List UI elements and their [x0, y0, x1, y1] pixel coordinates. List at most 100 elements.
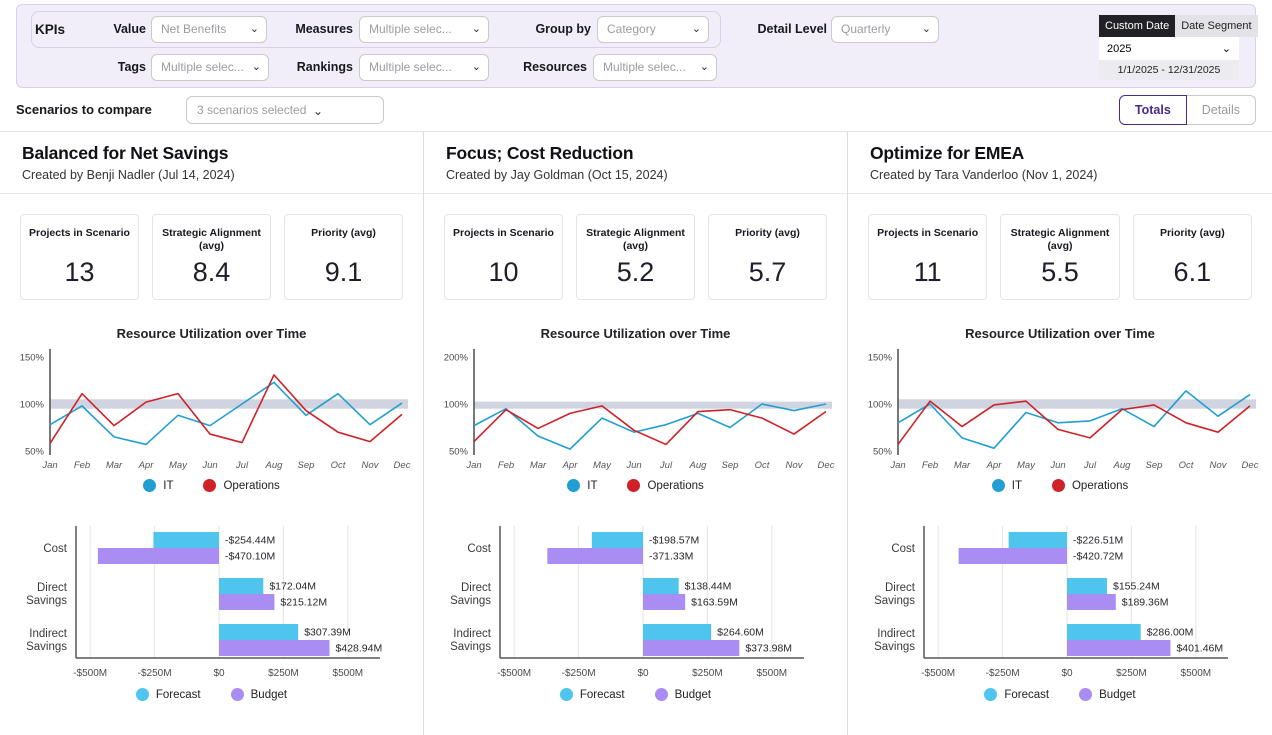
svg-text:Cost: Cost — [43, 543, 67, 555]
year-select[interactable]: 2025 ⌄ — [1099, 37, 1239, 60]
legend-label: Forecast — [579, 688, 625, 701]
line-chart-legend: IT Operations — [848, 479, 1272, 492]
line-chart-block: Resource Utilization over Time 50% 100% 15… — [0, 326, 423, 492]
resource-utilization-line-chart: 50% 100% 200% Jan Feb Mar Apr May Jun Jul Aug Sep Oc… — [443, 349, 834, 471]
svg-text:Cost: Cost — [891, 543, 915, 555]
svg-text:Feb: Feb — [497, 460, 513, 471]
scenarios-select[interactable]: 3 scenarios selected ⌄ — [186, 96, 384, 124]
svg-text:Jun: Jun — [625, 460, 641, 471]
svg-text:$155.24M: $155.24M — [1113, 581, 1160, 593]
svg-text:150%: 150% — [868, 353, 893, 364]
scenario-title: Optimize for EMEA — [870, 143, 1025, 163]
svg-text:Nov: Nov — [785, 460, 803, 471]
tab-custom-date[interactable]: Custom Date — [1099, 15, 1176, 37]
legend-dot-icon — [135, 688, 149, 701]
kpi-cards: Projects in Scenario 11 Strategic Alignm… — [848, 194, 1272, 300]
group-by-select[interactable]: Category ⌄ — [597, 16, 709, 43]
svg-text:May: May — [169, 460, 188, 471]
chevron-down-icon: ⌄ — [312, 104, 323, 118]
bar-chart-block: -$254.44M -$470.10M Cost $172.04M $215.12M Di… — [0, 522, 423, 701]
scenario-title: Focus; Cost Reduction — [446, 143, 634, 163]
kpi-card-label: Strategic Alignment (avg) — [586, 227, 685, 253]
totals-button[interactable]: Totals — [1118, 95, 1187, 125]
legend-dot-icon — [1079, 688, 1093, 701]
svg-text:Savings: Savings — [450, 641, 491, 653]
svg-text:Feb: Feb — [922, 460, 938, 471]
bar-chart-block: -$198.57M -371.33M Cost $138.44M $163.59M Dir… — [424, 522, 847, 701]
kpi-card: Strategic Alignment (avg) 5.2 — [576, 214, 695, 300]
legend-dot-icon — [203, 479, 217, 492]
svg-text:$250M: $250M — [268, 668, 299, 679]
svg-text:$307.39M: $307.39M — [304, 627, 351, 639]
svg-text:Savings: Savings — [874, 641, 915, 653]
bar-chart-legend: Forecast Budget — [0, 688, 423, 701]
value-select[interactable]: Net Benefits ⌄ — [151, 16, 267, 43]
svg-text:$138.44M: $138.44M — [684, 581, 731, 593]
svg-text:100%: 100% — [868, 400, 893, 411]
kpi-card-label: Projects in Scenario — [29, 227, 130, 239]
resources-select[interactable]: Multiple selec... ⌄ — [593, 54, 717, 81]
svg-text:Savings: Savings — [874, 595, 915, 607]
svg-text:$428.94M: $428.94M — [335, 643, 382, 655]
tags-select[interactable]: Multiple selec... ⌄ — [151, 54, 269, 81]
svg-text:$401.46M: $401.46M — [1176, 643, 1223, 655]
kpis-label: KPIs — [35, 22, 66, 37]
svg-text:Mar: Mar — [529, 460, 546, 471]
svg-text:Dec: Dec — [393, 460, 410, 471]
legend-label: IT — [163, 479, 174, 492]
bar-chart-legend: Forecast Budget — [848, 688, 1272, 701]
svg-text:$373.98M: $373.98M — [745, 643, 792, 655]
measures-select-value: Multiple selec... — [369, 22, 452, 36]
legend-dot-icon — [984, 688, 998, 701]
detail-level-select[interactable]: Quarterly ⌄ — [831, 16, 939, 43]
svg-text:Dec: Dec — [1242, 460, 1259, 471]
legend-dot-icon — [230, 688, 244, 701]
legend-dot-icon — [654, 688, 668, 701]
line-chart-title: Resource Utilization over Time — [116, 326, 307, 341]
svg-text:-$226.51M: -$226.51M — [1073, 535, 1123, 547]
scenario-header: Balanced for Net Savings Created by Benj… — [0, 132, 423, 194]
scenario-title: Balanced for Net Savings — [22, 143, 229, 163]
kpi-card-value: 5.2 — [616, 257, 655, 288]
legend-item: Operations — [203, 479, 280, 492]
kpi-card: Priority (avg) 5.7 — [708, 214, 827, 300]
svg-text:Direct: Direct — [460, 582, 491, 594]
kpi-card: Projects in Scenario 11 — [868, 214, 988, 300]
legend-dot-icon — [559, 688, 573, 701]
details-button[interactable]: Details — [1186, 95, 1256, 125]
svg-text:$215.12M: $215.12M — [280, 597, 327, 609]
legend-item: IT — [991, 479, 1022, 492]
svg-text:Feb: Feb — [73, 460, 89, 471]
scenario-column: Balanced for Net Savings Created by Benj… — [0, 132, 424, 735]
kpi-card: Projects in Scenario 13 — [20, 214, 139, 300]
rankings-label: Rankings — [296, 60, 353, 74]
svg-text:Jan: Jan — [465, 460, 481, 471]
line-chart-legend: IT Operations — [0, 479, 423, 492]
svg-text:$0: $0 — [213, 668, 225, 679]
tags-select-value: Multiple selec... — [161, 60, 244, 74]
rankings-select[interactable]: Multiple selec... ⌄ — [359, 54, 489, 81]
svg-text:Mar: Mar — [105, 460, 122, 471]
legend-label: Budget — [250, 688, 288, 701]
svg-text:$250M: $250M — [692, 668, 723, 679]
kpi-card-value: 5.7 — [748, 257, 787, 287]
svg-text:Jun: Jun — [201, 460, 217, 471]
scenario-bar: Scenarios to compare 3 scenarios selecte… — [16, 88, 1256, 131]
svg-text:Nov: Nov — [1210, 460, 1228, 471]
tab-date-segment[interactable]: Date Segment — [1175, 15, 1258, 37]
svg-text:$172.04M: $172.04M — [269, 581, 316, 593]
svg-text:150%: 150% — [19, 353, 44, 364]
svg-text:May: May — [1017, 460, 1036, 471]
svg-text:50%: 50% — [24, 447, 44, 458]
measures-select[interactable]: Multiple selec... ⌄ — [359, 16, 489, 43]
kpi-cards: Projects in Scenario 10 Strategic Alignm… — [424, 194, 847, 300]
kpi-card-value: 5.5 — [1041, 257, 1079, 288]
kpi-card-label: Priority (avg) — [1159, 227, 1225, 239]
svg-text:Direct: Direct — [36, 582, 67, 594]
svg-text:$286.00M: $286.00M — [1147, 627, 1194, 639]
svg-text:Sep: Sep — [297, 460, 314, 471]
chevron-down-icon: ⌄ — [921, 23, 931, 35]
kpi-card: Strategic Alignment (avg) 8.4 — [152, 214, 271, 300]
svg-text:$250M: $250M — [1116, 668, 1147, 679]
chevron-down-icon: ⌄ — [251, 61, 261, 73]
